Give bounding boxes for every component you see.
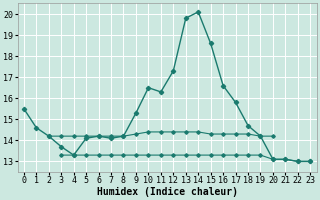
X-axis label: Humidex (Indice chaleur): Humidex (Indice chaleur) bbox=[97, 186, 237, 197]
